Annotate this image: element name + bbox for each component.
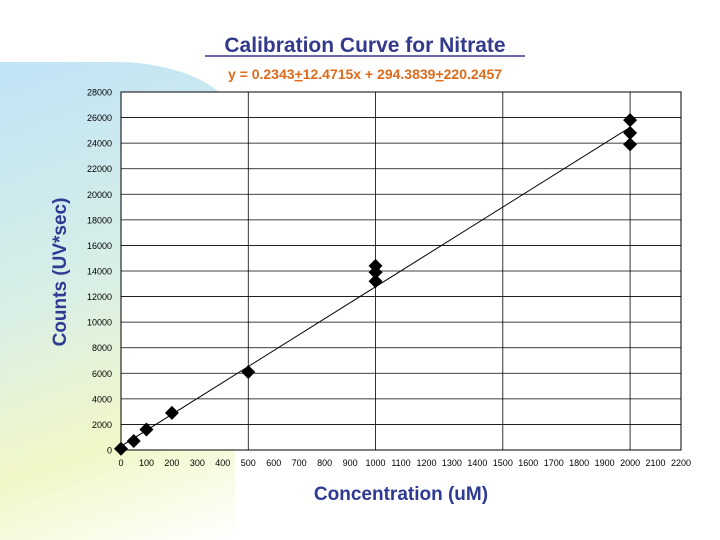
y-tick-label: 14000: [87, 267, 112, 277]
x-tick-label: 700: [292, 458, 307, 468]
x-tick-label: 1400: [467, 458, 487, 468]
x-tick-label: 500: [241, 458, 256, 468]
fit-equation: y = 0.2343+12.4715x + 294.3839+220.2457: [228, 66, 502, 82]
y-tick-label: 0: [107, 446, 112, 456]
x-tick-label: 0: [118, 458, 123, 468]
y-tick-label: 24000: [87, 139, 112, 149]
data-point: [164, 405, 179, 420]
y-tick-label: 6000: [92, 369, 112, 379]
y-tick-label: 8000: [92, 343, 112, 353]
x-tick-label: 2000: [620, 458, 640, 468]
y-tick-label: 10000: [87, 318, 112, 328]
x-tick-label: 1100: [391, 458, 410, 468]
data-point: [114, 441, 128, 456]
equation-part-1: y = 0.2343: [228, 66, 295, 82]
y-axis-label: Counts (UV*sec): [50, 198, 71, 347]
data-point: [139, 422, 154, 437]
data-point: [368, 274, 383, 289]
x-tick-label: 2200: [671, 458, 691, 468]
x-tick-label: 1300: [442, 458, 462, 468]
x-tick-label: 300: [190, 458, 205, 468]
equation-plusminus-2: +: [435, 66, 443, 82]
tick-labels: 0200040006000800010000120001400016000180…: [87, 88, 691, 469]
x-tick-label: 1500: [493, 458, 513, 468]
x-tick-label: 100: [139, 458, 154, 468]
y-tick-label: 12000: [87, 292, 112, 302]
chart-title: Calibration Curve for Nitrate: [224, 34, 505, 57]
y-tick-label: 28000: [87, 88, 112, 98]
data-point: [241, 365, 256, 380]
x-tick-label: 400: [215, 458, 230, 468]
data-point: [623, 137, 638, 152]
x-tick-label: 1000: [366, 458, 386, 468]
y-tick-label: 20000: [87, 190, 112, 200]
equation-plusminus-1: +: [295, 66, 303, 82]
x-tick-label: 900: [343, 458, 358, 468]
data-point: [623, 113, 638, 128]
equation-part-3: 220.2457: [444, 66, 503, 82]
data-point: [623, 125, 638, 140]
equation-part-2: 12.4715x + 294.3839: [303, 66, 436, 82]
data-point: [126, 434, 141, 449]
x-tick-label: 1700: [544, 458, 564, 468]
y-tick-label: 4000: [92, 394, 112, 404]
x-tick-label: 600: [266, 458, 281, 468]
x-axis-label: Concentration (uM): [314, 484, 488, 505]
y-tick-label: 18000: [87, 215, 112, 225]
x-tick-label: 200: [164, 458, 179, 468]
y-tick-label: 26000: [87, 113, 112, 123]
y-tick-label: 22000: [87, 164, 112, 174]
x-tick-label: 1600: [518, 458, 538, 468]
x-tick-label: 800: [317, 458, 332, 468]
data-point: [368, 258, 383, 273]
x-tick-label: 2100: [646, 458, 666, 468]
x-tick-label: 1200: [416, 458, 436, 468]
y-tick-label: 2000: [92, 420, 112, 430]
x-tick-label: 1800: [569, 458, 589, 468]
y-tick-label: 16000: [87, 241, 112, 251]
gridlines: [121, 91, 681, 450]
data-points: [114, 113, 638, 456]
x-tick-label: 1900: [595, 458, 615, 468]
